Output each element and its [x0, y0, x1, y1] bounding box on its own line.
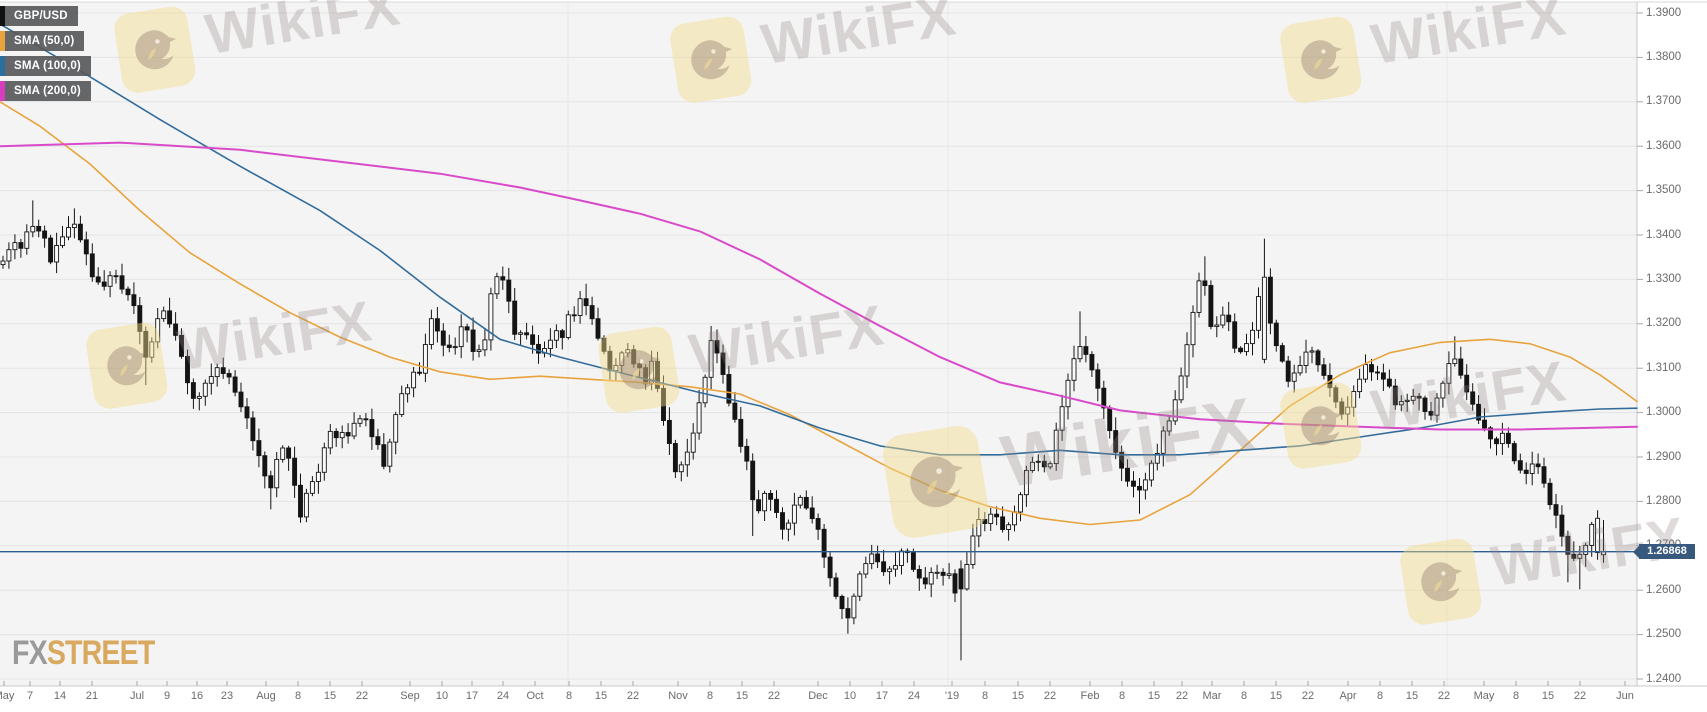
y-axis-label: 1.2600: [1646, 583, 1682, 596]
x-axis-label: 22: [1043, 690, 1057, 702]
y-axis-label: 1.3700: [1646, 95, 1682, 108]
legend-item-sma100[interactable]: SMA (100,0): [0, 56, 91, 76]
x-axis-label: 24: [496, 690, 510, 702]
legend-item-symbol[interactable]: GBP/USD: [0, 6, 78, 26]
x-axis-label: 24: [907, 690, 921, 702]
x-axis-label: Jul: [129, 690, 145, 702]
x-axis-label: 15: [1541, 690, 1555, 702]
x-axis-label: 15: [735, 690, 749, 702]
y-axis-label: 1.2800: [1646, 494, 1682, 507]
x-axis-label: 10: [435, 690, 449, 702]
x-axis-label: 22: [355, 690, 369, 702]
x-axis-label: 15: [1011, 690, 1025, 702]
x-axis-label: May: [0, 690, 15, 702]
x-axis-label: '19: [944, 690, 960, 702]
x-axis-label: 8: [981, 690, 989, 702]
x-axis-label: 8: [565, 690, 573, 702]
x-axis-label: Nov: [668, 690, 688, 702]
x-axis-label: 9: [163, 690, 171, 702]
x-axis-label: 10: [843, 690, 857, 702]
x-axis-label: 7: [26, 690, 34, 702]
x-axis-label: 22: [767, 690, 781, 702]
fxstreet-logo: FXSTREET: [12, 634, 155, 673]
x-axis-label: 16: [190, 690, 204, 702]
candle-wicks: [2, 200, 1604, 661]
x-axis-label: 22: [626, 690, 640, 702]
sma-line: [0, 23, 1638, 456]
x-axis-label: Dec: [808, 690, 828, 702]
y-axis-label: 1.3500: [1646, 184, 1682, 197]
y-axis-label: 1.3900: [1646, 6, 1682, 19]
x-axis-label: 8: [1376, 690, 1384, 702]
y-axis-label: 1.3300: [1646, 272, 1682, 285]
x-axis-label: 8: [294, 690, 302, 702]
candle-bodies: [0, 223, 1606, 619]
x-axis-label: Apr: [1339, 690, 1357, 702]
x-axis-label: Jun: [1616, 690, 1634, 702]
sma-line: [0, 101, 1638, 526]
symbol-label: GBP/USD: [5, 6, 78, 26]
y-axis-label: 1.3600: [1646, 139, 1682, 152]
x-axis-label: 15: [1405, 690, 1419, 702]
symbol-color-swatch: [0, 6, 5, 26]
sma50-label: SMA (50,0): [5, 31, 85, 51]
x-axis-label: 8: [1118, 690, 1126, 702]
x-axis-label: 22: [1301, 690, 1315, 702]
y-axis-label: 1.3000: [1646, 406, 1682, 419]
x-axis-label: Oct: [526, 690, 544, 702]
last-price-badge: 1.26868: [1633, 544, 1695, 560]
fxstreet-logo-fx: FX: [12, 634, 48, 672]
x-axis-label: 17: [465, 690, 479, 702]
x-axis-label: May: [1473, 690, 1495, 702]
y-axis-label: 1.3800: [1646, 50, 1682, 63]
x-axis-label: 15: [1269, 690, 1283, 702]
x-axis-label: 22: [1437, 690, 1451, 702]
x-axis-label: 15: [323, 690, 337, 702]
x-axis-label: Mar: [1202, 690, 1222, 702]
y-axis-label: 1.3100: [1646, 361, 1682, 374]
x-axis-label: 21: [85, 690, 99, 702]
sma200-color-swatch: [0, 81, 5, 101]
y-axis-label: 1.2500: [1646, 628, 1682, 641]
sma50-color-swatch: [0, 31, 5, 51]
x-axis-label: Feb: [1080, 690, 1100, 702]
fxstreet-logo-street: STREET: [46, 634, 155, 672]
x-axis-label: 8: [706, 690, 714, 702]
sma100-color-swatch: [0, 56, 5, 76]
x-axis-label: 8: [1512, 690, 1520, 702]
sma200-label: SMA (200,0): [5, 81, 91, 101]
x-axis-label: 8: [1240, 690, 1248, 702]
legend-item-sma50[interactable]: SMA (50,0): [0, 31, 85, 51]
x-axis-label: 15: [594, 690, 608, 702]
y-axis-label: 1.2400: [1646, 672, 1682, 685]
x-axis-label: 17: [875, 690, 889, 702]
y-axis-label: 1.3400: [1646, 228, 1682, 241]
x-axis-label: 14: [53, 690, 67, 702]
chart-plot-area[interactable]: [0, 2, 1637, 686]
x-axis-label: Sep: [400, 690, 420, 702]
chart-legend: GBP/USD SMA (50,0) SMA (100,0) SMA (200,…: [0, 6, 91, 106]
x-axis-label: 22: [1175, 690, 1189, 702]
x-axis-label: 22: [1573, 690, 1587, 702]
x-axis-label: Aug: [256, 690, 276, 702]
legend-item-sma200[interactable]: SMA (200,0): [0, 81, 91, 101]
sma100-label: SMA (100,0): [5, 56, 91, 76]
x-axis-label: 15: [1147, 690, 1161, 702]
x-axis-label: 23: [220, 690, 234, 702]
y-axis-label: 1.2900: [1646, 450, 1682, 463]
y-axis-label: 1.3200: [1646, 317, 1682, 330]
